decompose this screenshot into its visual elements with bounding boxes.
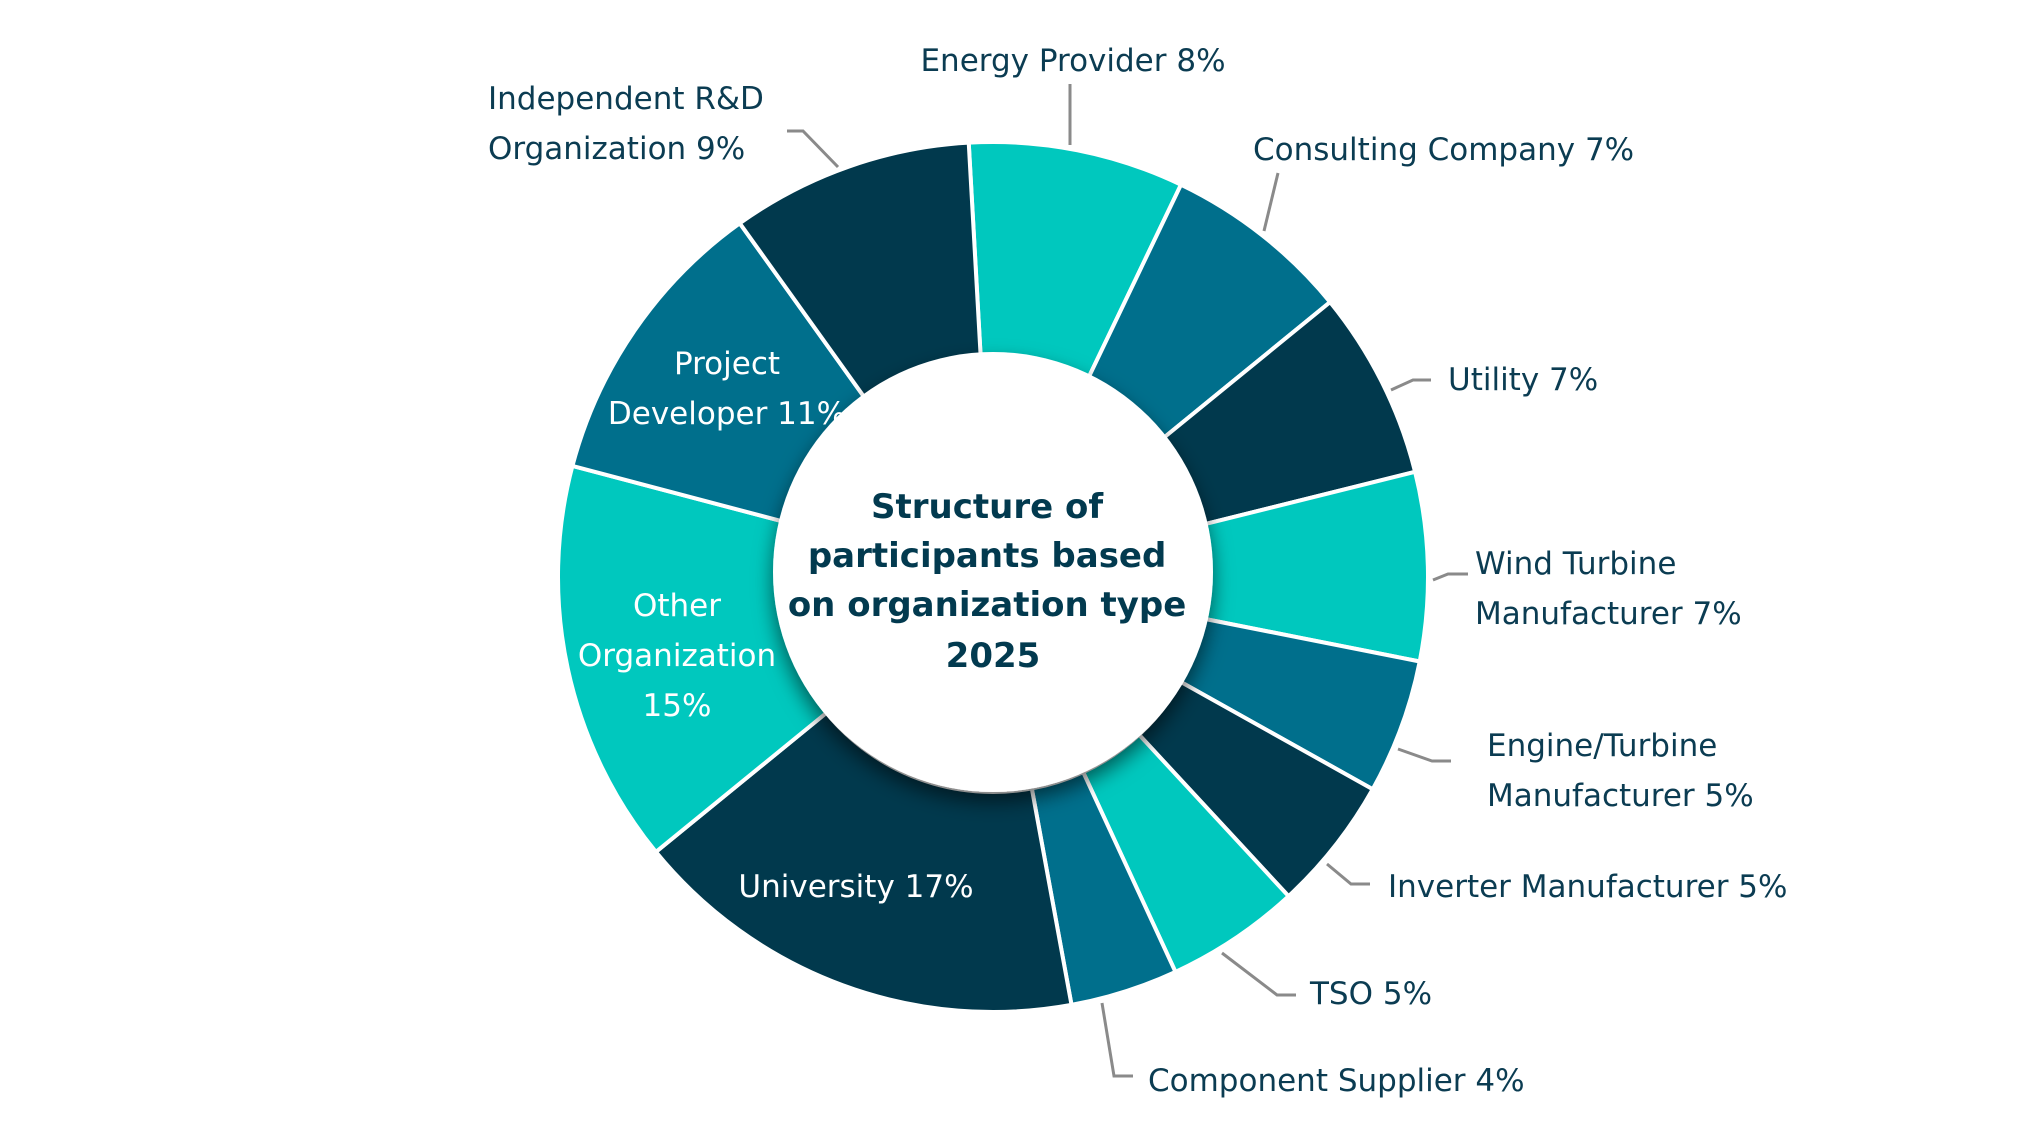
leader-line-wind-turbine-manufacturer [1432,572,1468,582]
data-label-other-organization: Other Organization 15% [578,588,776,724]
leader-line-component-supplier [1100,1002,1133,1078]
data-label-component-supplier: Component Supplier 4% [1148,1063,1525,1099]
data-label-line: Manufacturer 7% [1475,596,1742,632]
data-label-line: 15% [643,688,712,724]
data-label-line: Independent R&D [488,81,764,117]
leader-line-engine-turbine-manufacturer [1397,747,1451,763]
data-label-line: Organization [578,638,776,674]
labels-group: Energy Provider 8% Consulting Company 7% U… [488,43,1788,1099]
data-label-tso: TSO 5% [1309,976,1432,1012]
data-label-line: University 17% [738,869,973,905]
data-label-utility: Utility 7% [1448,362,1598,398]
data-label-line: Organization 9% [488,131,745,167]
chart-title-line-1: Structure of [871,487,1104,527]
data-label-line: Inverter Manufacturer 5% [1388,869,1788,905]
data-label-line: Engine/Turbine [1487,728,1717,764]
data-label-inverter-manufacturer: Inverter Manufacturer 5% [1388,869,1788,905]
chart-title-line-4: 2025 [946,636,1041,676]
chart-title: Structure of participants based on organ… [788,487,1198,676]
data-label-line: Utility 7% [1448,362,1598,398]
data-label-energy-provider: Energy Provider 8% [920,43,1225,79]
data-label-consulting-company: Consulting Company 7% [1253,132,1634,168]
donut-hole [773,352,1213,792]
data-label-line: Consulting Company 7% [1253,132,1634,168]
leader-line-utility [1390,378,1431,392]
data-label-line: Project [674,346,780,382]
data-label-line: Energy Provider 8% [920,43,1225,79]
leader-line-tso [1221,951,1296,997]
data-label-line: Manufacturer 5% [1487,778,1754,814]
leader-line-inverter-manufacturer [1326,862,1370,886]
leader-lines-group [787,84,1468,1078]
data-label-engine-turbine-manufacturer: Engine/Turbine Manufacturer 5% [1487,728,1754,814]
data-label-project-developer: Project Developer 11% [608,346,846,432]
leader-line-independent-r-d-organization [787,129,840,169]
data-label-line: Component Supplier 4% [1148,1063,1525,1099]
data-label-wind-turbine-manufacturer: Wind Turbine Manufacturer 7% [1475,546,1742,632]
chart-title-line-2: participants based [808,536,1167,576]
leader-line-consulting-company [1262,172,1280,232]
data-label-line: Other [633,588,721,624]
data-label-line: TSO 5% [1309,976,1432,1012]
data-label-line: Wind Turbine [1475,546,1676,582]
data-label-independent-r-d-organization: Independent R&D Organization 9% [488,81,764,167]
data-label-university: University 17% [738,869,973,905]
chart-title-line-3: on organization type [788,585,1187,625]
data-label-line: Developer 11% [608,396,846,432]
